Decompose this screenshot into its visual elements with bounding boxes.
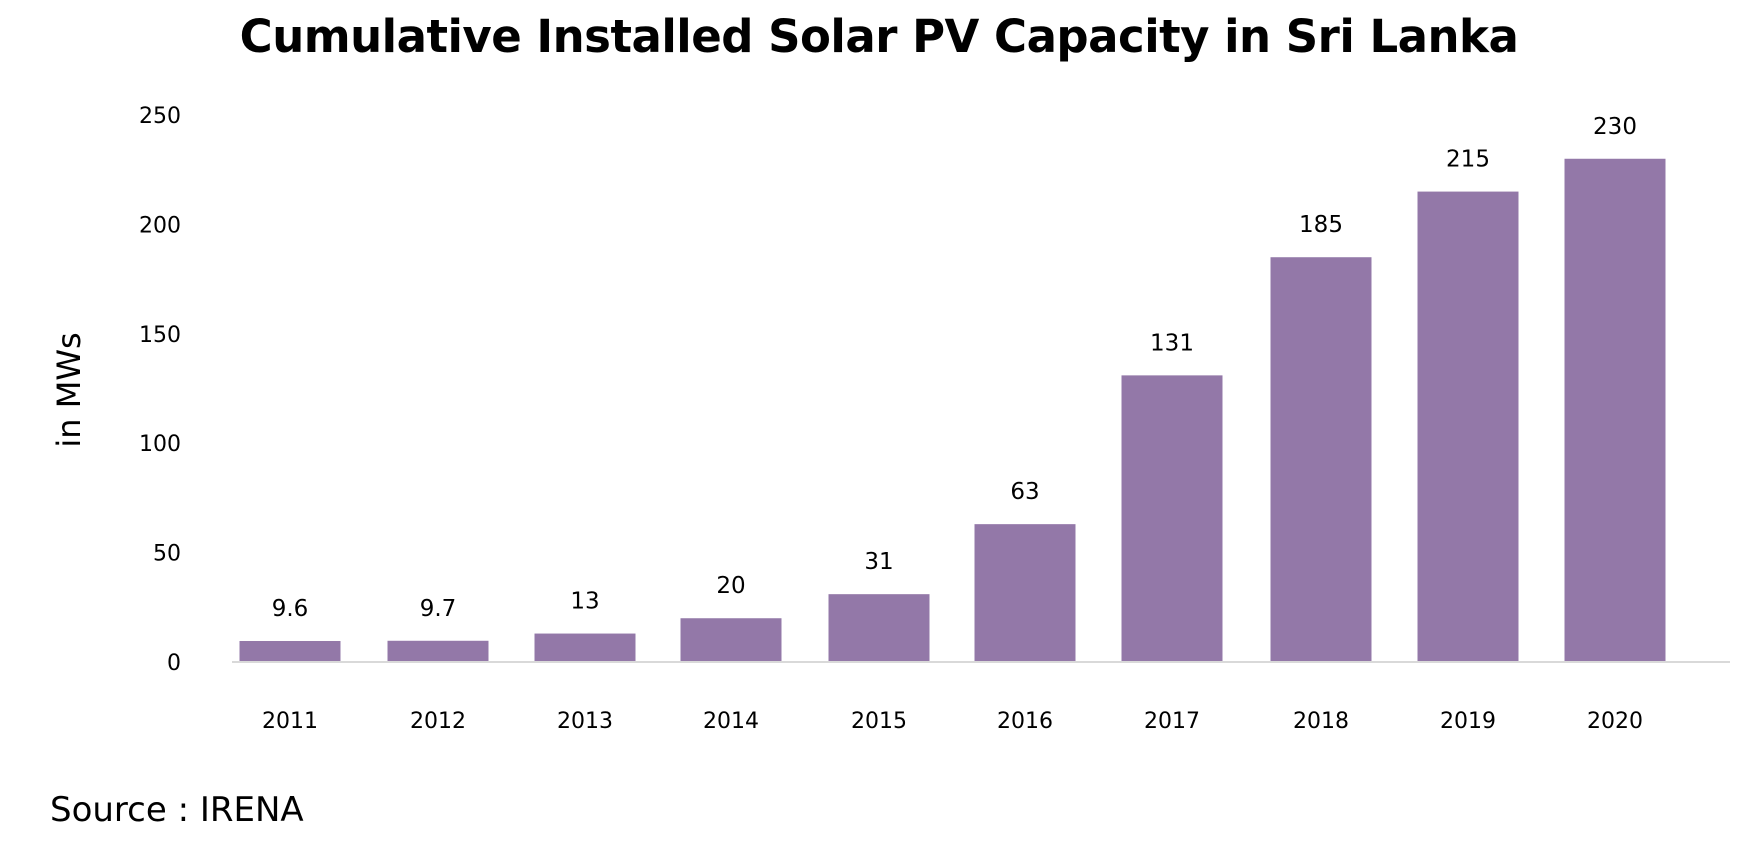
bar-value-label: 230 bbox=[1593, 114, 1637, 140]
bar bbox=[1564, 158, 1666, 662]
bar bbox=[534, 633, 636, 662]
y-tick-label: 100 bbox=[139, 432, 181, 457]
bar bbox=[387, 640, 489, 662]
x-tick-label: 2015 bbox=[851, 709, 907, 734]
bar bbox=[1270, 257, 1372, 662]
x-tick-label: 2012 bbox=[410, 709, 466, 734]
bar-value-label: 9.6 bbox=[272, 596, 309, 622]
bar bbox=[1121, 375, 1223, 662]
y-axis-ticks: 0 50 100 150 200 250 bbox=[139, 104, 181, 676]
x-tick-label: 2019 bbox=[1440, 709, 1496, 734]
x-axis-ticks: 2011 2012 2013 2014 2015 2016 2017 2018 2019 2020 bbox=[262, 709, 1643, 734]
y-axis-title: in MWs bbox=[50, 332, 88, 447]
x-tick-label: 2020 bbox=[1587, 709, 1643, 734]
x-tick-label: 2016 bbox=[997, 709, 1053, 734]
x-tick-label: 2018 bbox=[1293, 709, 1349, 734]
bar bbox=[680, 618, 782, 662]
bar-series bbox=[239, 158, 1666, 662]
bar bbox=[828, 594, 930, 662]
bar-value-label: 63 bbox=[1010, 479, 1039, 505]
bar bbox=[974, 524, 1076, 662]
source-note: Source : IRENA bbox=[50, 790, 304, 830]
x-tick-label: 2011 bbox=[262, 709, 318, 734]
x-tick-label: 2013 bbox=[557, 709, 613, 734]
bar-value-label: 215 bbox=[1446, 147, 1490, 173]
bar bbox=[239, 640, 341, 662]
y-tick-label: 200 bbox=[139, 213, 181, 238]
bar-value-label: 185 bbox=[1299, 212, 1343, 238]
chart-title: Cumulative Installed Solar PV Capacity i… bbox=[239, 10, 1519, 63]
bar-value-label: 9.7 bbox=[420, 596, 457, 622]
y-tick-label: 250 bbox=[139, 104, 181, 129]
y-tick-label: 50 bbox=[153, 542, 181, 567]
bar-value-label: 131 bbox=[1150, 330, 1194, 356]
x-tick-label: 2014 bbox=[703, 709, 759, 734]
x-tick-label: 2017 bbox=[1144, 709, 1200, 734]
bar-value-label: 13 bbox=[570, 589, 599, 615]
bar bbox=[1417, 191, 1519, 662]
bar-value-label: 20 bbox=[716, 573, 745, 599]
data-labels: 9.6 9.7 13 20 31 63 131 185 215 230 bbox=[272, 114, 1637, 622]
bar-value-label: 31 bbox=[864, 549, 893, 575]
y-tick-label: 0 bbox=[167, 651, 181, 676]
y-tick-label: 150 bbox=[139, 323, 181, 348]
